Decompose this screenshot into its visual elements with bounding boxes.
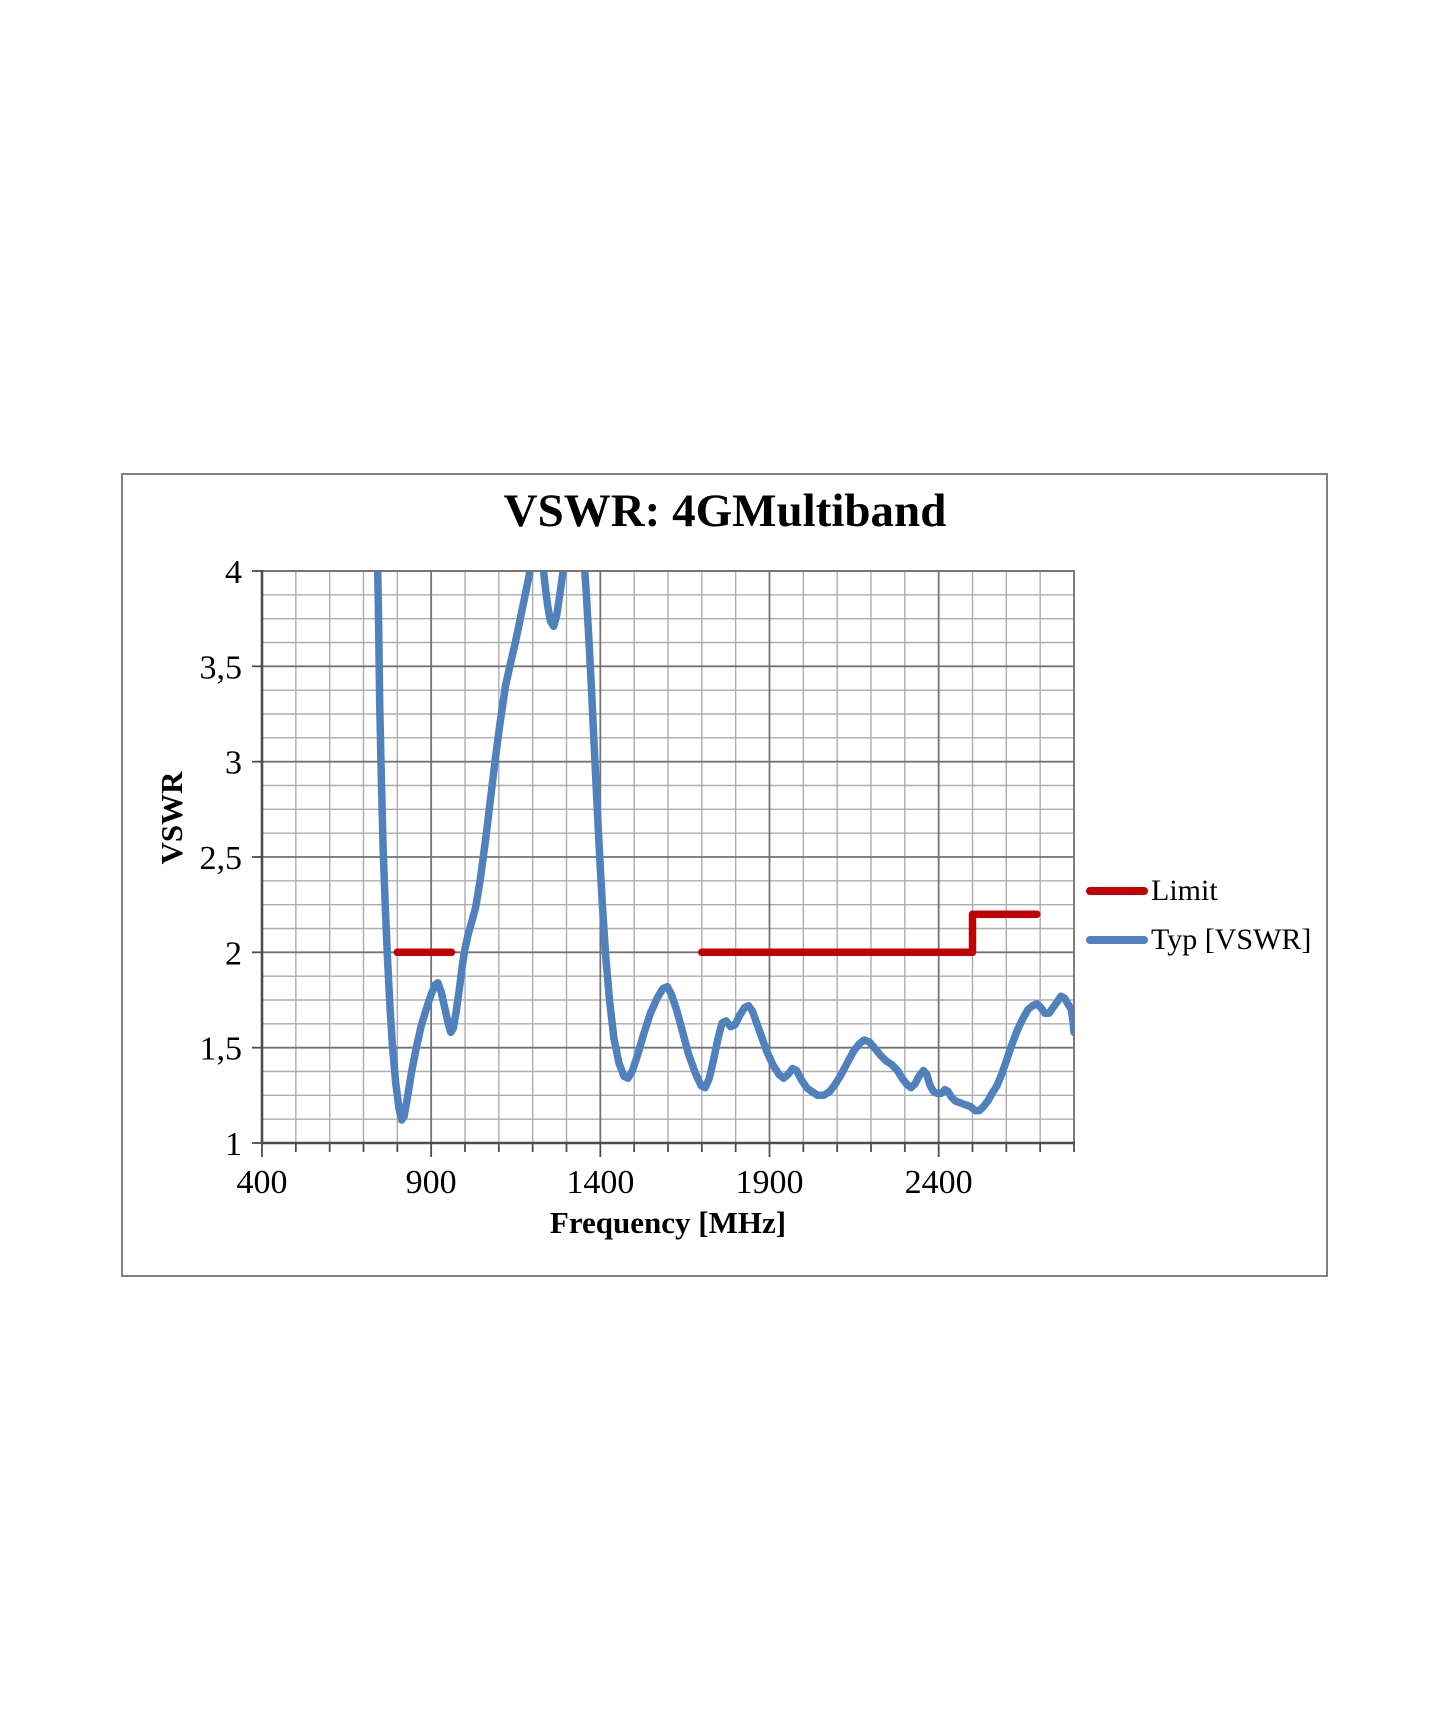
y-tick-label: 2,5 <box>200 840 243 877</box>
y-tick-labels: 1 1,5 2 2,5 3 3,5 4 <box>200 554 243 1163</box>
y-tick-label: 3,5 <box>200 649 243 686</box>
legend-label-typ-vswr: Typ [VSWR] <box>1151 923 1312 956</box>
y-tick-label: 3 <box>225 745 242 782</box>
chart-title: VSWR: 4GMultiband <box>503 485 947 537</box>
x-tick-label: 2400 <box>905 1164 973 1201</box>
y-tick-label: 4 <box>225 554 242 591</box>
x-tick-label: 1900 <box>736 1164 804 1201</box>
y-tick-label: 2 <box>225 935 242 972</box>
legend: Limit Typ [VSWR] <box>1086 874 1346 972</box>
legend-label-limit: Limit <box>1151 874 1218 907</box>
y-axis-ticks <box>252 570 262 1144</box>
x-tick-label: 1400 <box>566 1164 634 1201</box>
x-axis-title: Frequency [MHz] <box>549 1205 787 1240</box>
limit-line-swatch <box>1086 887 1148 895</box>
typ-vswr-line-swatch <box>1086 936 1148 944</box>
typ-vswr-series-line <box>373 571 1074 1124</box>
x-axis-ticks <box>261 1143 1075 1157</box>
y-tick-label: 1 <box>225 1126 242 1163</box>
x-tick-label: 400 <box>237 1164 288 1201</box>
x-tick-labels: 400 900 1400 1900 2400 <box>237 1164 973 1201</box>
limit-series-line <box>393 910 1041 957</box>
y-tick-label: 1,5 <box>200 1031 243 1068</box>
x-tick-label: 900 <box>406 1164 457 1201</box>
legend-item-limit: Limit <box>1086 874 1346 908</box>
legend-item-typ-vswr: Typ [VSWR] <box>1086 923 1346 957</box>
